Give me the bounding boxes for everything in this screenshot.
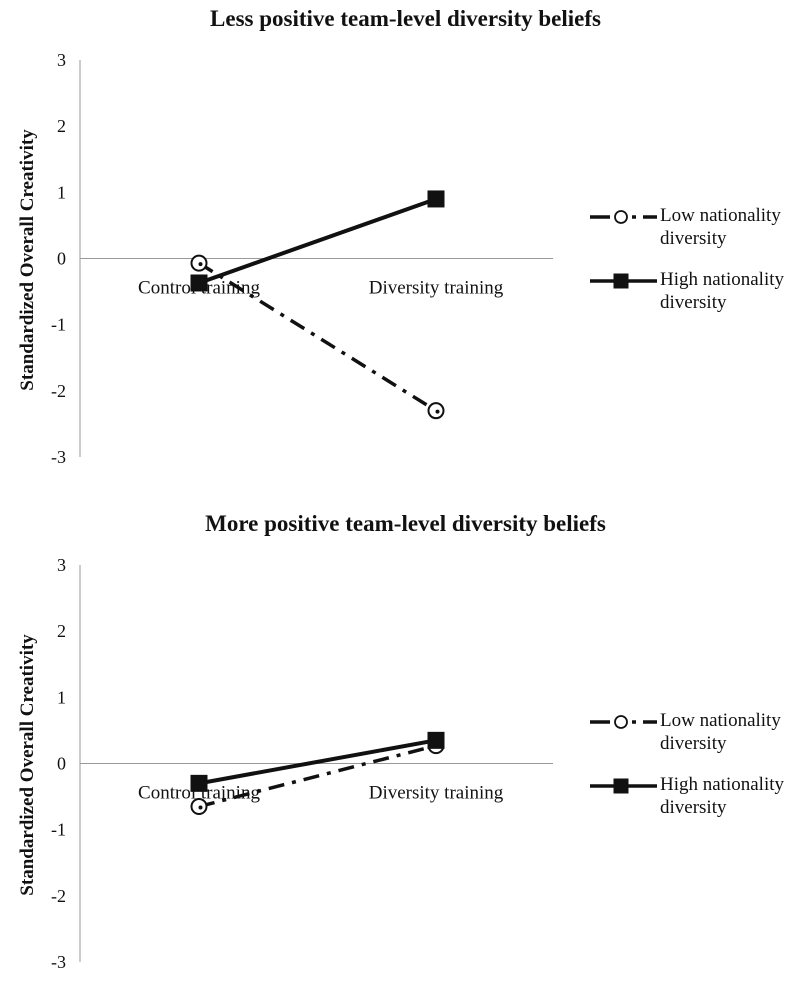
legend-label-line-2: diversity	[660, 292, 727, 313]
legend-label: High nationality diversity	[660, 268, 784, 314]
legend-label-line-2: diversity	[660, 228, 727, 249]
y-tick-label: 2	[57, 116, 66, 136]
legend-label-line-1: High nationality	[660, 774, 785, 795]
chart-panel-bottom: More positive team-level diversity belie…	[0, 505, 811, 985]
legend-swatch-solid-square	[590, 273, 657, 289]
y-tick-label: -2	[51, 886, 66, 906]
legend-item-high: High nationality diversity	[588, 268, 808, 332]
x-category-label: Diversity training	[369, 783, 504, 804]
y-tick-label: -1	[51, 315, 66, 335]
chart-title: More positive team-level diversity belie…	[205, 511, 606, 536]
legend-label-line-2: diversity	[660, 797, 727, 818]
legend-swatch-dash-dot-circle	[590, 210, 657, 224]
legend-swatch-dash-dot-circle	[590, 715, 657, 729]
legend-item-low: Low nationality diversity	[588, 204, 808, 268]
series-line-high	[198, 738, 437, 786]
legend-label: Low nationality diversity	[660, 204, 781, 250]
chart-plot: 3 2 1 0 -1 -2 -3 Control training Diversity trai…	[51, 555, 553, 972]
legend-swatch-solid-square	[590, 778, 657, 794]
legend-label-line-1: Low nationality	[660, 710, 781, 731]
data-point-low-dot	[198, 262, 203, 267]
y-tick-label: -3	[51, 952, 66, 972]
data-point-high	[427, 731, 445, 749]
series-line-high	[198, 197, 437, 285]
y-tick-label: -2	[51, 381, 66, 401]
legend-label: High nationality diversity	[660, 773, 784, 819]
legend-label-line-1: Low nationality	[660, 205, 781, 226]
chart-title: Less positive team-level diversity belie…	[210, 6, 601, 31]
y-tick-label: 0	[57, 249, 66, 269]
legend-label-line-1: High nationality	[660, 269, 785, 290]
legend: Low nationality diversity High nationali…	[588, 709, 808, 837]
y-tick-label: 2	[57, 621, 66, 641]
legend-label-line-2: diversity	[660, 733, 727, 754]
legend: Low nationality diversity High nationali…	[588, 204, 808, 332]
y-tick-label: -1	[51, 820, 66, 840]
legend-label: Low nationality diversity	[660, 709, 781, 755]
series-line-low	[198, 743, 437, 809]
data-point-low-dot	[198, 805, 203, 810]
y-tick-label: 1	[57, 687, 66, 707]
x-category-label: Control training	[138, 783, 260, 804]
y-tick-label: 0	[57, 754, 66, 774]
series-line-low	[198, 261, 437, 413]
chart-panel-top: Less positive team-level diversity belie…	[0, 0, 811, 480]
data-point-high	[190, 774, 208, 792]
x-category-label: Diversity training	[369, 278, 504, 299]
legend-item-high: High nationality diversity	[588, 773, 808, 837]
y-tick-label: 3	[57, 555, 66, 575]
data-point-high	[190, 274, 208, 292]
y-tick-label: 3	[57, 50, 66, 70]
data-point-low-dot	[435, 409, 440, 414]
data-point-high	[427, 190, 445, 208]
y-tick-label: -3	[51, 447, 66, 467]
y-tick-label: 1	[57, 182, 66, 202]
legend-item-low: Low nationality diversity	[588, 709, 808, 773]
